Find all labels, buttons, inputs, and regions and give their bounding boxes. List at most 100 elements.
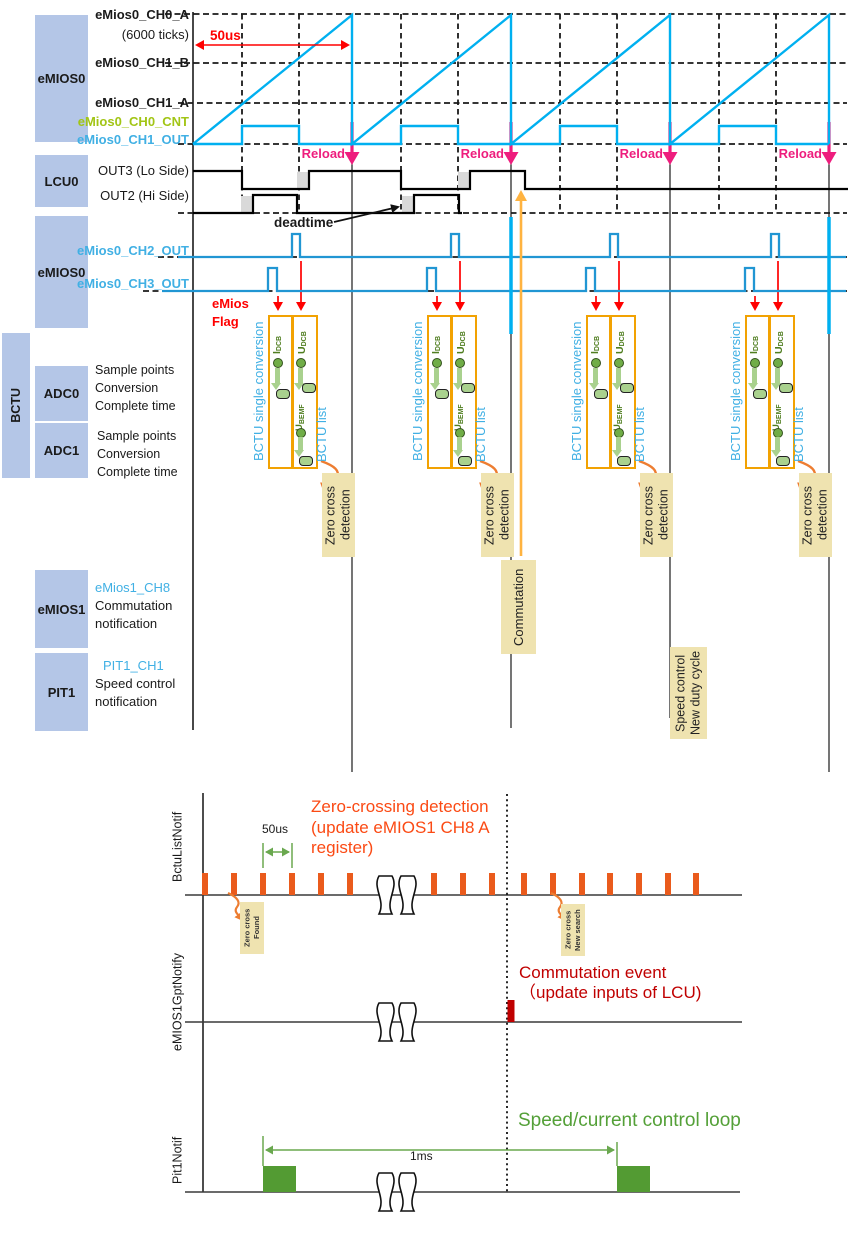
emios0-cnt-sawtooth (192, 12, 831, 147)
conversion-complete-marker (435, 389, 449, 399)
bctu-single-conversion-box: IDCB (268, 315, 293, 469)
reload-label: Reload (460, 146, 504, 161)
pit-activity-box (617, 1166, 650, 1192)
reload-label: Reload (301, 146, 345, 161)
udcb-label: UDCB (614, 331, 627, 354)
idcb-label: IDCB (589, 335, 602, 354)
bctu-list-box: UDCB UBEMF (610, 315, 636, 469)
bctu-notif-tick (607, 873, 613, 895)
bctu-single-conversion-label: BCTU single conversion (569, 321, 584, 461)
zero-cross-detection-box: Zero cross detection (322, 473, 355, 557)
conversion-complete-marker (776, 456, 790, 466)
bctu-notif-tick (521, 873, 527, 895)
bottom-waveforms-svg (185, 793, 742, 1212)
bctu-single-conversion-label: BCTU single conversion (410, 321, 425, 461)
block-pit1: PIT1 (35, 653, 88, 731)
deadtime-label: deadtime (274, 215, 334, 230)
conversion-complete-marker (617, 456, 631, 466)
lcu-out2-wave (193, 193, 462, 215)
emios-flag-label-1: eMios (212, 296, 249, 311)
conversion-complete-marker (753, 389, 767, 399)
bctu-single-conversion-box: IDCB (745, 315, 770, 469)
bctu-single-conversion-box: IDCB (427, 315, 452, 469)
row-label-pitnotif: Pit1Notif (170, 1136, 185, 1184)
bctu-notif-tick (460, 873, 466, 895)
label-6000-ticks: (6000 ticks) (121, 27, 189, 42)
pit-activity-box (263, 1166, 296, 1192)
conversion-complete-marker (302, 383, 316, 393)
udcb-label: UDCB (455, 331, 468, 354)
label-ch0-cnt: eMios0_CH0_CNT (77, 114, 189, 129)
pit1-ch1-label: PIT1_CH1 (103, 658, 164, 673)
conversion-arrow-icon (589, 368, 600, 390)
t1ms-label: 1ms (410, 1149, 433, 1163)
bctu-notif-tick (202, 873, 208, 895)
zero-cross-found-arrow (227, 891, 244, 922)
conversion-complete-marker (458, 456, 472, 466)
block-lcu0: LCU0 (35, 155, 88, 207)
bctu-single-conversion-label: BCTU single conversion (251, 321, 266, 461)
block-bctu: BCTU (2, 333, 30, 478)
sample-point-dot (455, 358, 465, 368)
bctu-notif-tick (550, 873, 556, 895)
conversion-arrow-icon (430, 368, 441, 390)
bctu-list-label: BCTU list (791, 407, 806, 462)
adc0-description: Sample points Conversion Complete time (95, 363, 176, 413)
conversion-complete-marker (276, 389, 290, 399)
line-break-icon (398, 1172, 417, 1212)
block-emios0-mid: eMIOS0 (35, 216, 88, 328)
idcb-label: IDCB (271, 335, 284, 354)
commutation-box: Commutation (501, 560, 536, 654)
bctu-notif-tick (636, 873, 642, 895)
bctu-list-label: BCTU list (314, 407, 329, 462)
t50us-label: 50us (210, 28, 241, 43)
idcb-label: IDCB (748, 335, 761, 354)
bctu-single-conversion-label: BCTU single conversion (728, 321, 743, 461)
line-break-icon (376, 1002, 395, 1042)
generated-bottom-strokes (202, 873, 699, 1212)
conversion-arrow-icon (612, 437, 623, 457)
bctu-notif-tick (260, 873, 266, 895)
bctu-list-box: UDCB UBEMF (769, 315, 795, 469)
deadtime-blocks (241, 172, 470, 213)
speed-control-box: Speed control New duty cycle (670, 647, 707, 739)
ubemf-label: UBEMF (612, 404, 624, 431)
udcb-label: UDCB (296, 331, 309, 354)
conversion-complete-marker (779, 383, 793, 393)
zero-cross-detection-box: Zero cross detection (640, 473, 673, 557)
sample-point-dot (614, 358, 624, 368)
conversion-arrow-icon (453, 368, 464, 390)
sample-point-dot (591, 358, 601, 368)
sample-point-dot (273, 358, 283, 368)
bctu-notif-tick (693, 873, 699, 895)
bottom-t50us-label: 50us (262, 822, 289, 836)
label-ch0-a: eMios0_CH0_A (95, 7, 189, 22)
line-break-icon (398, 1002, 417, 1042)
bctu-notif-tick (579, 873, 585, 895)
bctu-notif-tick (231, 873, 237, 895)
bctu-notif-tick (347, 873, 353, 895)
bctu-notif-tick (489, 873, 495, 895)
line-break-icon (398, 875, 417, 915)
zero-cross-found-box: Zero cross Found (240, 902, 264, 954)
bctu-list-box: UDCB UBEMF (451, 315, 477, 469)
conversion-arrow-icon (612, 368, 623, 390)
sample-point-dot (773, 358, 783, 368)
zero-crossing-note: Zero-crossing detection (update eMIOS1 CH… (311, 797, 490, 857)
conversion-arrow-icon (771, 368, 782, 390)
block-adc0: ADC0 (35, 366, 88, 421)
row-label-bctulistnotif: BctuListNotif (170, 811, 185, 882)
zero-cross-new-search-box: Zero cross New search (561, 904, 585, 956)
ubemf-label: UBEMF (294, 404, 306, 431)
zero-cross-detection-box: Zero cross detection (481, 473, 514, 557)
commutation-event-note: Commutation event （update inputs of LCU) (519, 963, 702, 1002)
sample-point-dot (296, 358, 306, 368)
label-ch3-out: eMios0_CH3_OUT (77, 276, 189, 291)
block-emios1: eMIOS1 (35, 570, 88, 648)
label-ch1-b: eMios0_CH1_B (95, 55, 189, 70)
reload-label: Reload (778, 146, 822, 161)
bctu-list-box: UDCB UBEMF (292, 315, 318, 469)
conversion-arrow-icon (294, 437, 305, 457)
emios0-ch2-out-wave (178, 232, 846, 259)
